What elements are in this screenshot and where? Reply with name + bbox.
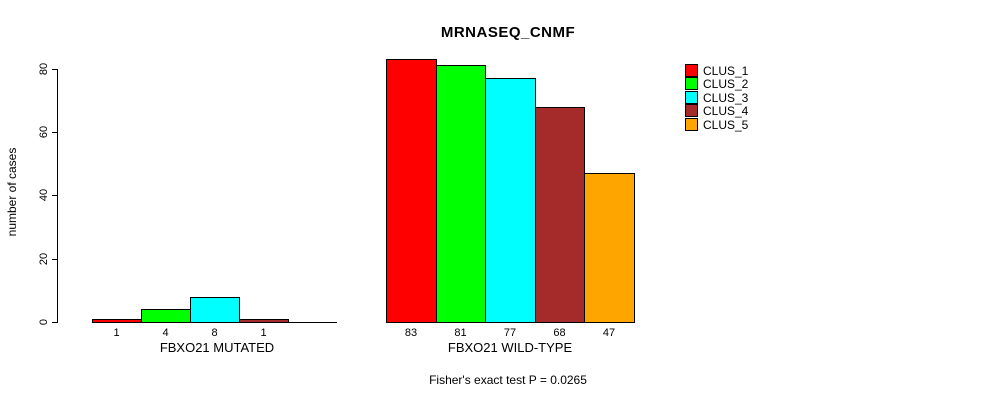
legend-swatch-clus_1 — [685, 64, 698, 77]
group-label-wild-type: FBXO21 WILD-TYPE — [447, 340, 573, 355]
y-tick — [52, 132, 57, 133]
bar-value-label: 81 — [454, 327, 467, 339]
legend-label-clus_5: CLUS_5 — [703, 118, 749, 132]
bar-value-label: 77 — [503, 327, 517, 339]
bar-mutated-clus_1 — [92, 319, 142, 323]
bar-wildtype-clus_1 — [386, 59, 437, 323]
bar-value-label: 68 — [553, 327, 566, 339]
y-tick — [52, 69, 57, 70]
bar-wildtype-clus_2 — [436, 65, 486, 323]
legend-label-clus_4: CLUS_4 — [703, 104, 749, 118]
y-tick-label: 80 — [38, 62, 50, 76]
bar-wildtype-clus_4 — [535, 107, 585, 323]
bar-wildtype-clus_3 — [485, 78, 536, 323]
legend-swatch-clus_2 — [685, 77, 698, 90]
y-tick-label: 60 — [38, 125, 50, 139]
y-tick-label: 20 — [38, 252, 50, 266]
bar-mutated-clus_4 — [239, 319, 289, 323]
bar-value-label: 83 — [404, 327, 418, 339]
legend-label-clus_1: CLUS_1 — [703, 64, 749, 78]
bar-value-label: 1 — [113, 327, 120, 339]
bar-value-label: 47 — [602, 327, 616, 339]
y-tick — [52, 195, 57, 196]
legend-swatch-clus_4 — [685, 104, 698, 117]
y-tick — [52, 259, 57, 260]
legend-swatch-clus_3 — [685, 91, 698, 104]
legend-label-clus_3: CLUS_3 — [703, 91, 749, 105]
bar-value-label: 4 — [162, 327, 169, 339]
bar-mutated-clus_2 — [141, 309, 191, 323]
bar-value-label: 8 — [211, 327, 218, 339]
bar-wildtype-clus_5 — [584, 173, 635, 323]
group-label-mutated: FBXO21 MUTATED — [159, 340, 275, 355]
bar-mutated-clus_3 — [190, 297, 240, 323]
chart-title: MRNASEQ_CNMF — [440, 24, 576, 41]
y-tick — [52, 322, 57, 323]
y-tick-label: 0 — [38, 318, 50, 326]
y-tick-label: 40 — [38, 188, 50, 202]
bar-value-label: 1 — [260, 327, 267, 339]
legend-swatch-clus_5 — [685, 118, 698, 131]
y-axis-line — [57, 69, 58, 323]
footnote-pvalue: Fisher's exact test P = 0.0265 — [429, 373, 587, 387]
legend-label-clus_2: CLUS_2 — [703, 77, 749, 91]
